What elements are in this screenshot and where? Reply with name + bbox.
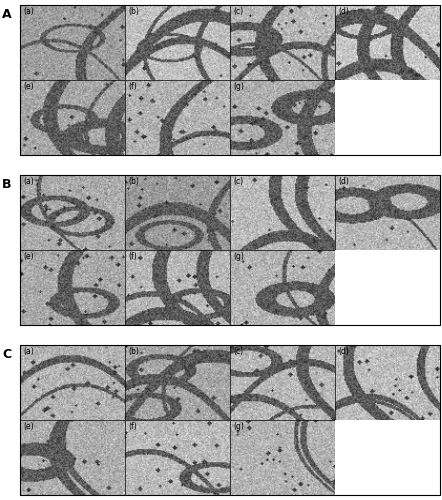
Text: (d): (d) bbox=[338, 347, 349, 356]
Text: (c): (c) bbox=[233, 178, 243, 186]
Text: A: A bbox=[2, 8, 12, 20]
Text: (f): (f) bbox=[128, 252, 137, 261]
Text: (a): (a) bbox=[23, 178, 34, 186]
Text: (d): (d) bbox=[338, 178, 349, 186]
Text: C: C bbox=[2, 348, 11, 360]
Text: (f): (f) bbox=[128, 82, 137, 91]
Text: (d): (d) bbox=[338, 7, 349, 16]
Text: (c): (c) bbox=[233, 7, 243, 16]
Text: (g): (g) bbox=[233, 422, 244, 431]
Text: (a): (a) bbox=[23, 347, 34, 356]
Text: (b): (b) bbox=[128, 7, 139, 16]
Text: (e): (e) bbox=[23, 252, 34, 261]
Text: (e): (e) bbox=[23, 82, 34, 91]
Text: (e): (e) bbox=[23, 422, 34, 431]
Text: (g): (g) bbox=[233, 82, 244, 91]
Text: (a): (a) bbox=[23, 7, 34, 16]
Text: (b): (b) bbox=[128, 347, 139, 356]
Text: B: B bbox=[2, 178, 11, 190]
Text: (b): (b) bbox=[128, 178, 139, 186]
Text: (g): (g) bbox=[233, 252, 244, 261]
Text: (c): (c) bbox=[233, 347, 243, 356]
Text: (f): (f) bbox=[128, 422, 137, 431]
